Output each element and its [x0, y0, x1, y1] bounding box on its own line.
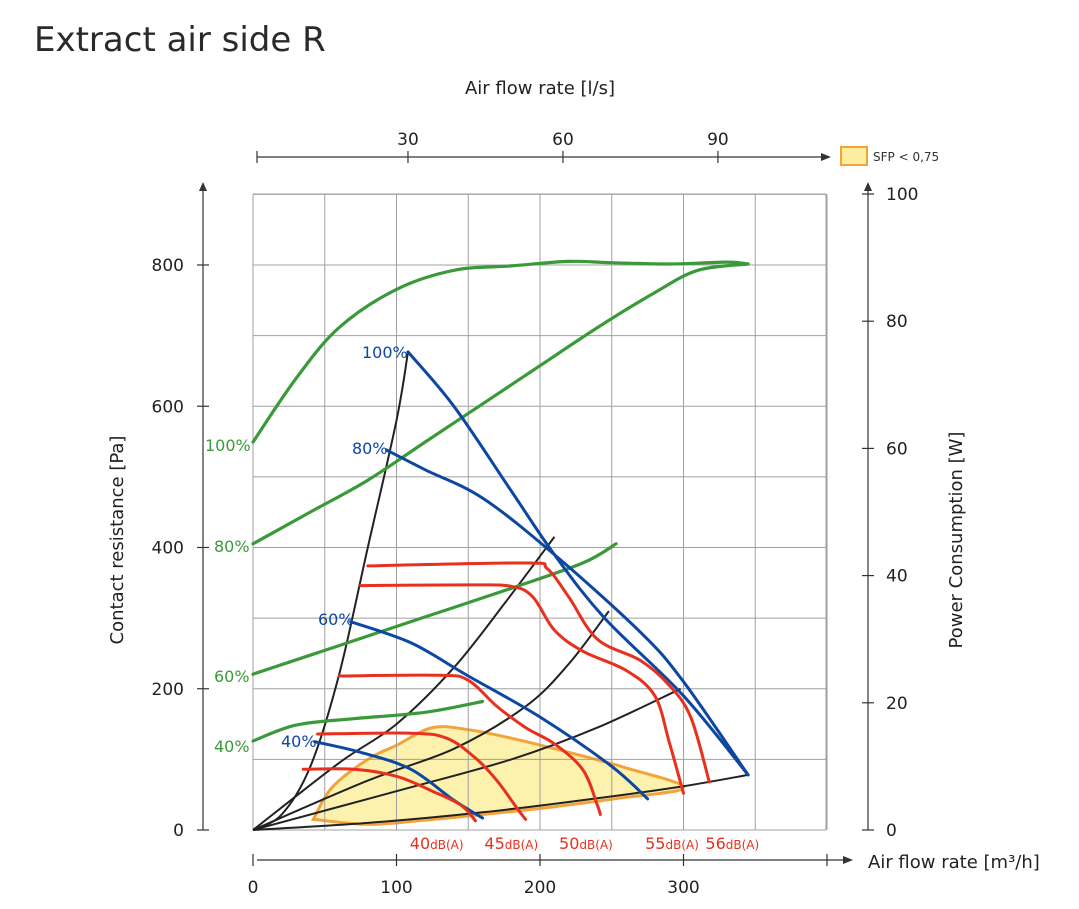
grid-layer: [252, 193, 828, 831]
y2-tick-label: 100: [886, 185, 918, 205]
power-curve-layer: [251, 259, 750, 743]
legend-swatch: [840, 146, 868, 166]
system-curve-layer: [252, 351, 749, 831]
fan-curve-label: 60%: [318, 610, 354, 629]
system-curve: [252, 536, 556, 831]
sound-curve: [316, 731, 528, 821]
x2-tick-label: 90: [707, 130, 729, 150]
x2-axis-arrow: [821, 153, 831, 161]
x-axis-arrow: [843, 856, 853, 864]
x-tick-label: 300: [667, 878, 699, 898]
y2-tick-label: 0: [886, 821, 897, 841]
system-curve: [252, 610, 610, 831]
page-title: Extract air side R: [34, 20, 326, 60]
x-tick-label: 200: [524, 878, 556, 898]
y2-axis-title: Power Consumption [W]: [946, 432, 967, 649]
fan-curve: [385, 448, 750, 777]
x-axis-title: Air flow rate [m³/h]: [868, 852, 1040, 873]
y-tick-label: 200: [152, 680, 184, 700]
x2-tick-label: 30: [397, 130, 419, 150]
x2-tick-label: 60: [552, 130, 574, 150]
sound-curve: [366, 561, 711, 784]
power-curve: [251, 699, 485, 743]
sound-label: 45dB(A): [484, 834, 538, 853]
x-tick-label: 0: [248, 878, 259, 898]
y2-tick-label: 20: [886, 694, 908, 714]
sound-curve: [359, 583, 685, 795]
y-axis-arrow: [199, 182, 207, 191]
y2-tick-label: 60: [886, 439, 908, 459]
y-axis-title: Contact resistance [Pa]: [107, 436, 128, 645]
power-curve: [251, 542, 618, 676]
x2-axis-title: Air flow rate [l/s]: [465, 78, 615, 99]
power-curve-label: 40%: [214, 737, 250, 756]
sound-label: 55dB(A): [645, 834, 699, 853]
fan-curve-label: 80%: [352, 439, 388, 458]
sound-label: 50dB(A): [559, 834, 613, 853]
y2-axis-arrow: [864, 182, 872, 191]
sound-label: 40dB(A): [410, 834, 464, 853]
power-curve: [251, 262, 750, 546]
y-tick-label: 600: [152, 397, 184, 417]
fan-curve-label: 100%: [362, 343, 408, 362]
fan-curve: [349, 620, 650, 801]
power-curve-label: 80%: [214, 537, 250, 556]
legend-label: SFP < 0,75: [873, 150, 939, 164]
axes-layer: 0 200 400 600 800 0 20 40 60 80 100 0 100 200 300 30 60 9…: [152, 130, 919, 898]
y-tick-label: 0: [173, 821, 184, 841]
y2-tick-label: 40: [886, 567, 908, 587]
y-tick-label: 400: [152, 539, 184, 559]
y-tick-label: 800: [152, 256, 184, 276]
sound-curve: [301, 767, 477, 823]
sound-curve: [337, 673, 602, 816]
x-tick-label: 100: [380, 878, 412, 898]
fan-curve-label: 40%: [281, 732, 317, 751]
sound-curve-layer: [301, 561, 711, 823]
sound-label: 56dB(A): [705, 834, 759, 853]
system-curve: [252, 773, 749, 831]
power-curve-label: 100%: [205, 436, 251, 455]
power-curve-label: 60%: [214, 667, 250, 686]
system-curve: [252, 687, 682, 831]
labels-layer: Air flow rate [l/s] Air flow rate [m³/h] C…: [107, 78, 1040, 873]
power-curve: [251, 259, 750, 444]
system-curve: [252, 351, 409, 831]
y2-tick-label: 80: [886, 312, 908, 332]
